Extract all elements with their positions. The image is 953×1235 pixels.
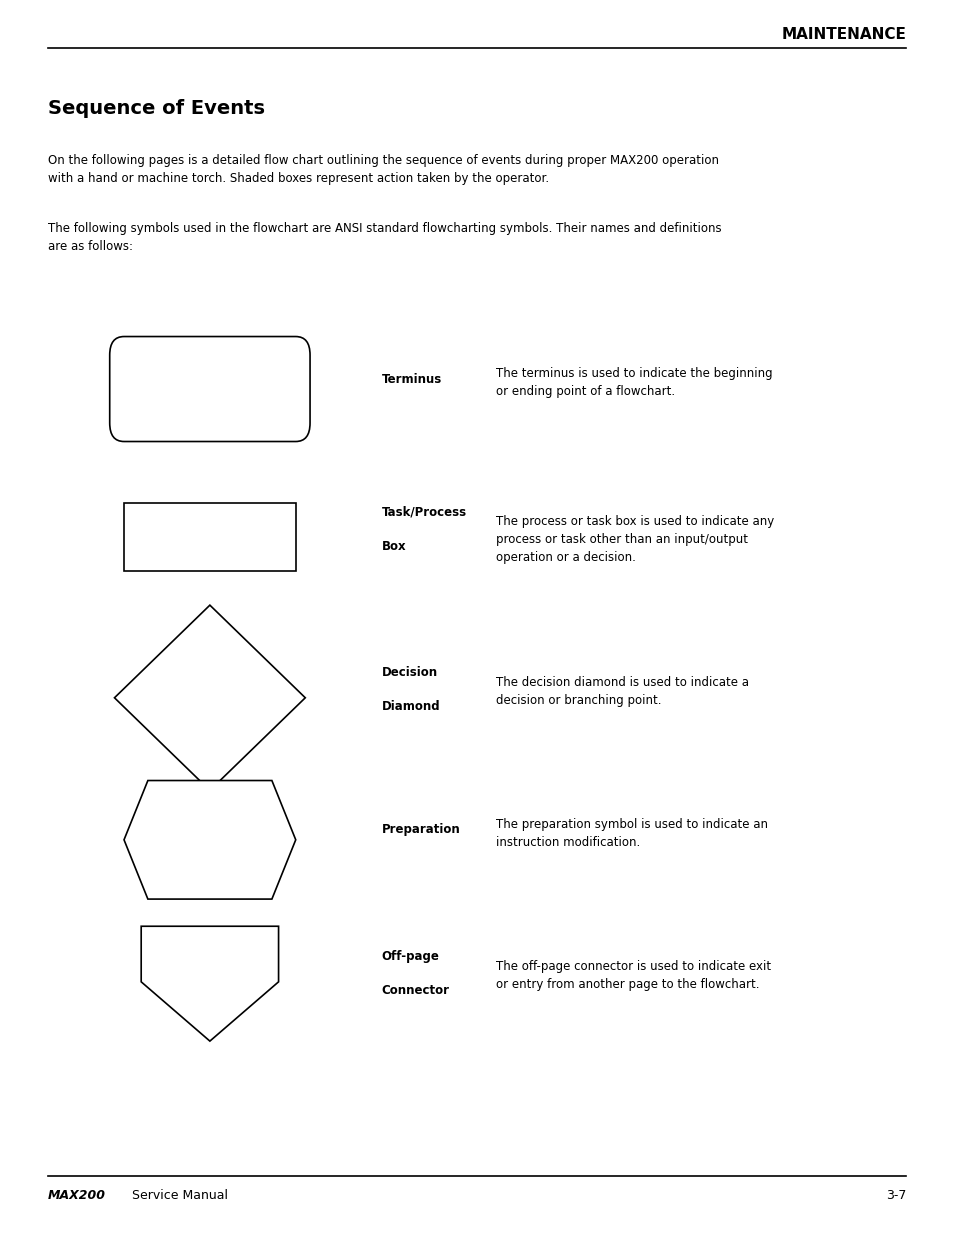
Text: 3-7: 3-7 [885,1189,905,1203]
Polygon shape [124,781,295,899]
Text: Preparation: Preparation [381,824,460,836]
Text: Decision: Decision [381,666,437,679]
Text: Sequence of Events: Sequence of Events [48,99,264,117]
Text: The off-page connector is used to indicate exit
or entry from another page to th: The off-page connector is used to indica… [496,960,770,990]
Text: Service Manual: Service Manual [132,1189,228,1203]
Text: MAINTENANCE: MAINTENANCE [781,27,905,42]
Text: Off-page: Off-page [381,950,439,963]
Polygon shape [114,605,305,790]
Text: Diamond: Diamond [381,700,439,714]
Text: Task/Process: Task/Process [381,505,466,519]
Text: Box: Box [381,540,406,553]
Text: Connector: Connector [381,984,449,998]
Text: The following symbols used in the flowchart are ANSI standard flowcharting symbo: The following symbols used in the flowch… [48,222,720,253]
Text: On the following pages is a detailed flow chart outlining the sequence of events: On the following pages is a detailed flo… [48,154,718,185]
FancyBboxPatch shape [110,336,310,441]
Text: The terminus is used to indicate the beginning
or ending point of a flowchart.: The terminus is used to indicate the beg… [496,367,772,398]
Text: The preparation symbol is used to indicate an
instruction modification.: The preparation symbol is used to indica… [496,818,767,848]
Text: MAX200: MAX200 [48,1189,106,1203]
Polygon shape [141,926,278,1041]
Text: The process or task box is used to indicate any
process or task other than an in: The process or task box is used to indic… [496,515,774,564]
Bar [124,504,295,571]
Text: The decision diamond is used to indicate a
decision or branching point.: The decision diamond is used to indicate… [496,676,748,706]
Text: Terminus: Terminus [381,373,441,385]
